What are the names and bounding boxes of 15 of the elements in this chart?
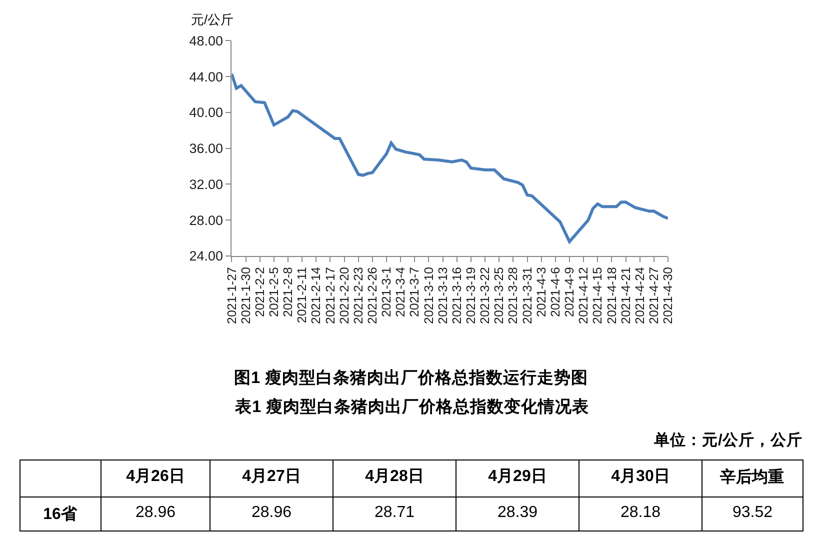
category-label: 辛后均重 [719, 468, 784, 486]
data-label: 28.71 [374, 504, 415, 521]
series-label: 16省 [43, 505, 78, 523]
data-label: 28.96 [135, 504, 176, 521]
category-label: 4月28日 [365, 468, 424, 485]
data-label: 28.96 [251, 504, 292, 521]
category-label: 4月30日 [611, 468, 670, 485]
category-label: 4月26日 [126, 468, 185, 485]
category-label: 4月27日 [242, 468, 301, 485]
text: 表1 瘦肉型白条猪肉出厂价格总指数变化情况表 [234, 397, 589, 416]
data-label: 93.52 [732, 504, 773, 521]
data-label: 28.39 [497, 504, 538, 521]
data-label: 28.18 [620, 504, 661, 521]
category-label: 4月29日 [488, 468, 547, 485]
text: 单位：元/公斤，公斤 [653, 431, 802, 449]
